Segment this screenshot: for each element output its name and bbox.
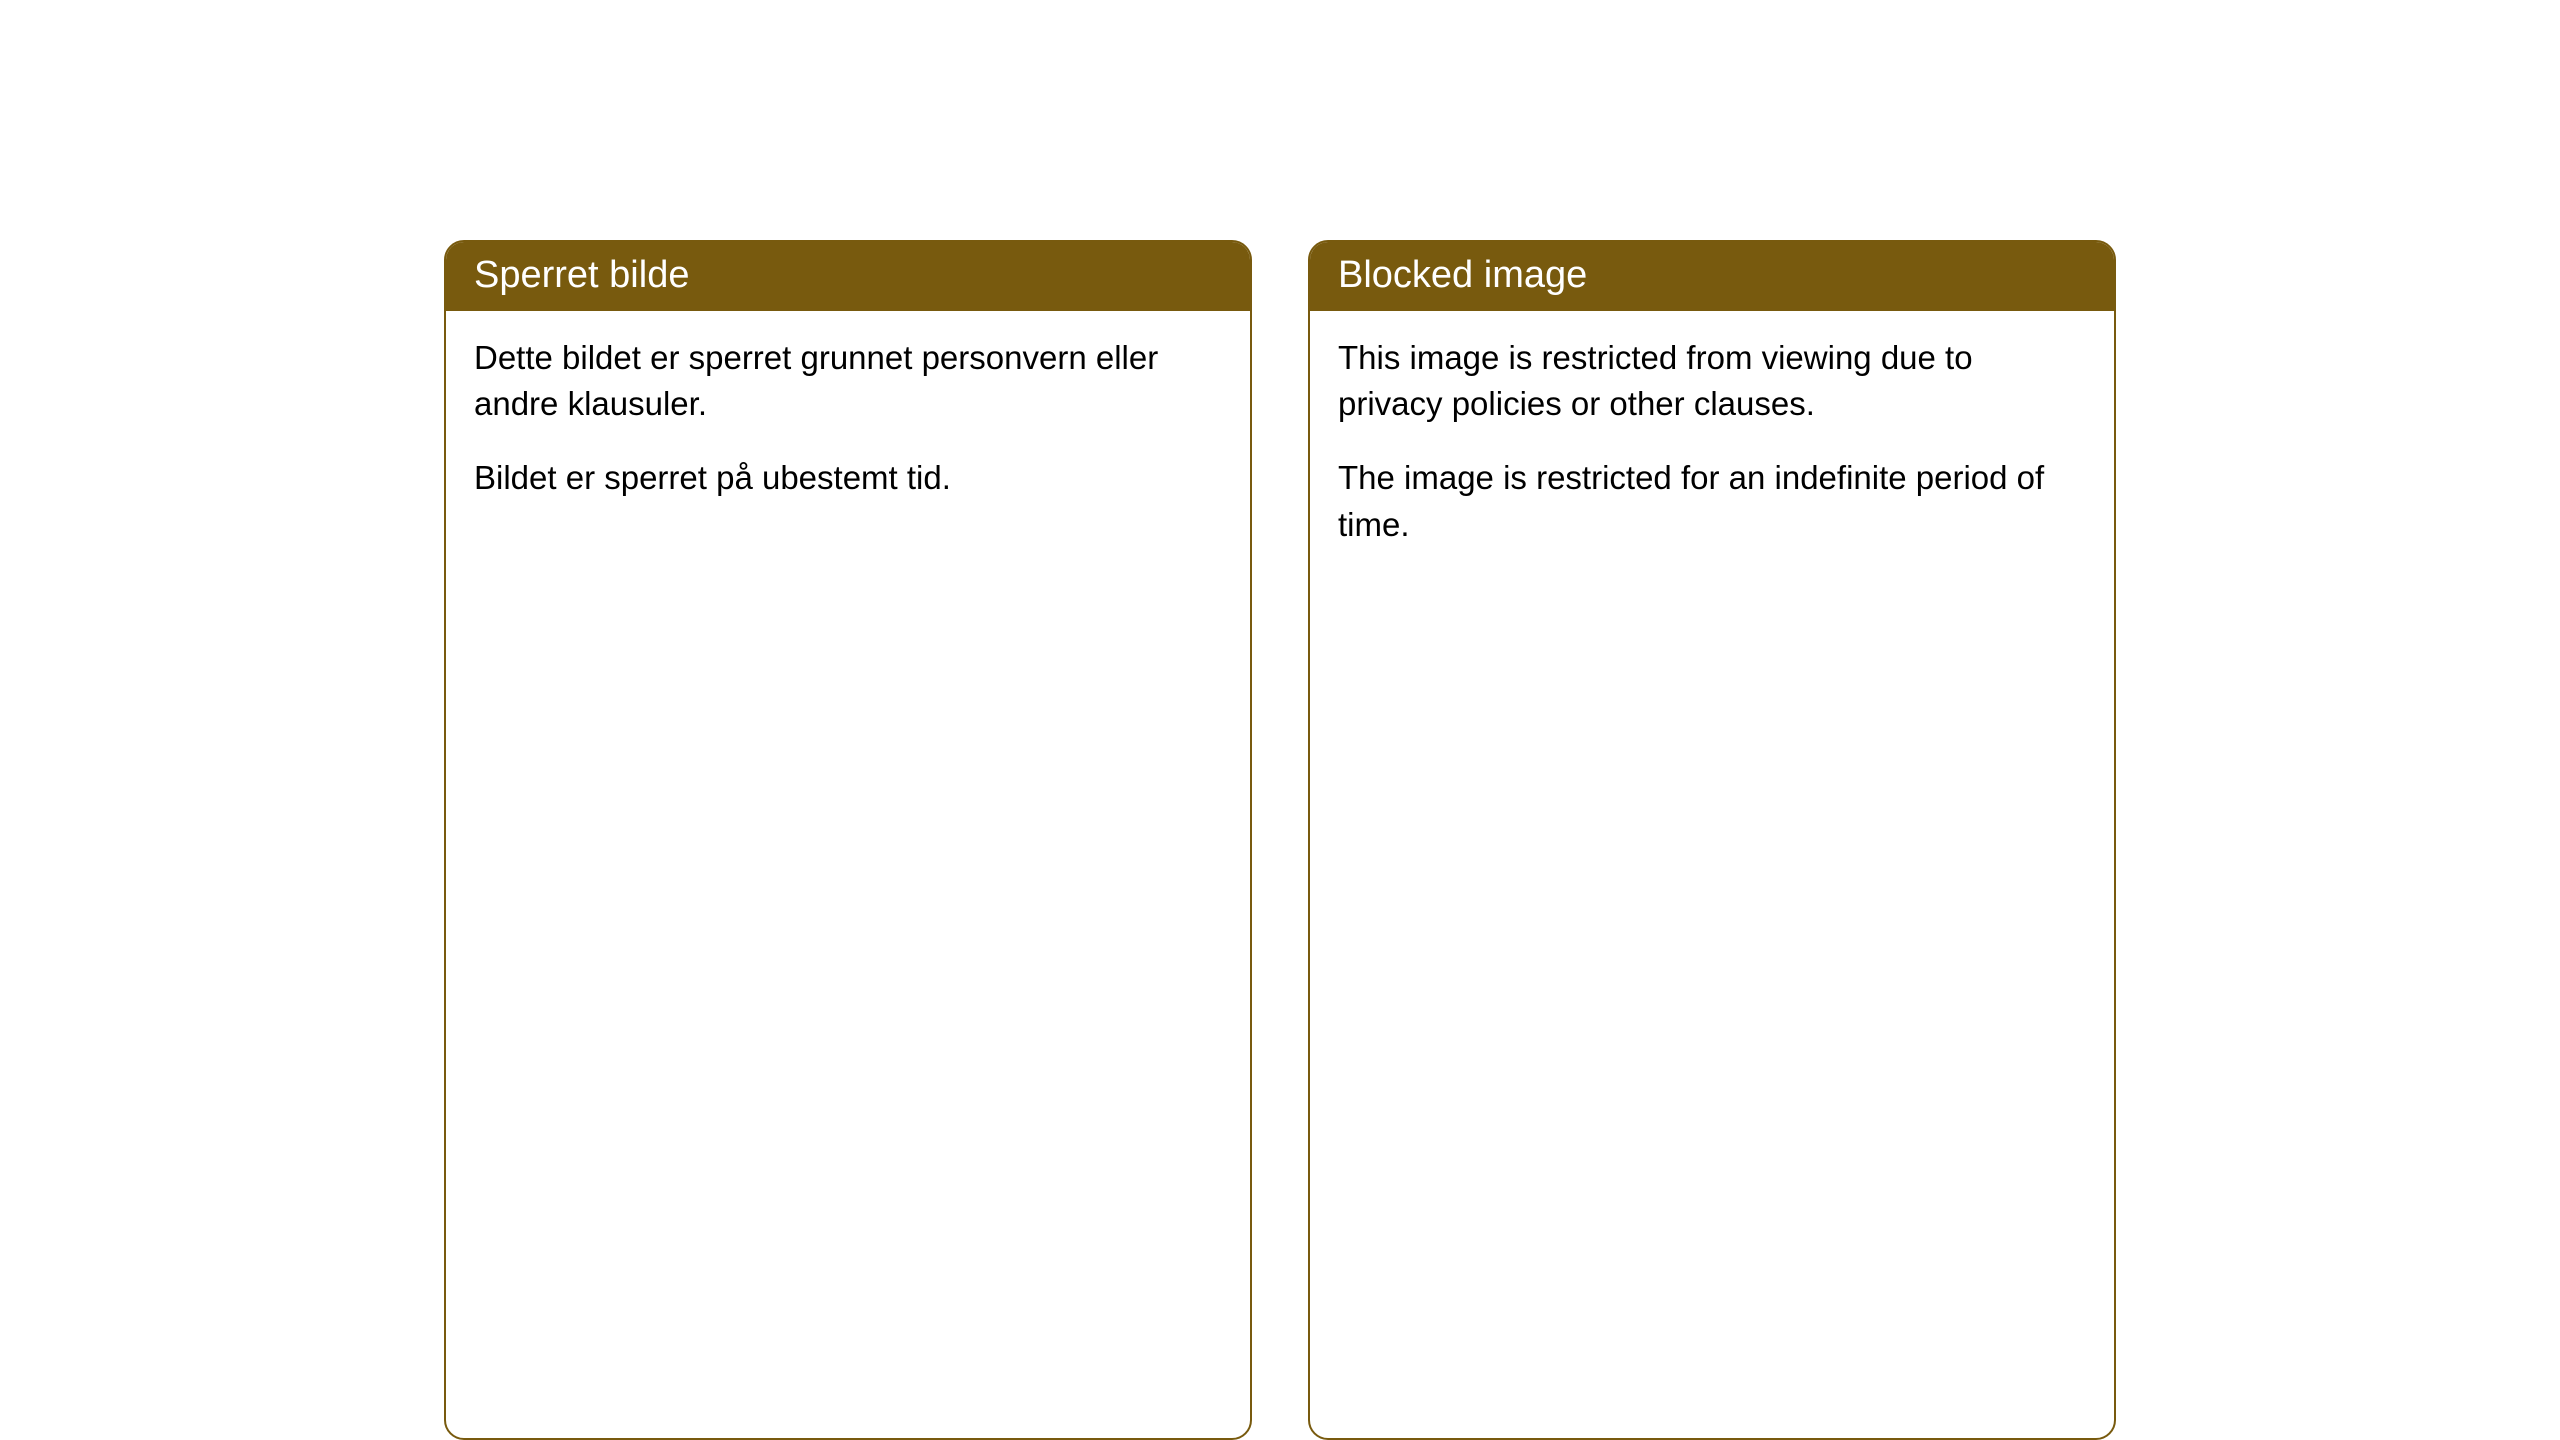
card-paragraph: This image is restricted from viewing du… [1338, 335, 2086, 427]
card-body-norwegian: Dette bildet er sperret grunnet personve… [446, 311, 1250, 538]
card-title: Blocked image [1338, 254, 1587, 296]
card-header-english: Blocked image [1310, 242, 2114, 311]
card-paragraph: Dette bildet er sperret grunnet personve… [474, 335, 1222, 427]
card-english: Blocked image This image is restricted f… [1308, 240, 2116, 1440]
card-title: Sperret bilde [474, 254, 689, 296]
card-paragraph: The image is restricted for an indefinit… [1338, 455, 2086, 547]
card-paragraph: Bildet er sperret på ubestemt tid. [474, 455, 1222, 501]
card-header-norwegian: Sperret bilde [446, 242, 1250, 311]
cards-container: Sperret bilde Dette bildet er sperret gr… [444, 240, 2116, 1440]
card-body-english: This image is restricted from viewing du… [1310, 311, 2114, 584]
card-norwegian: Sperret bilde Dette bildet er sperret gr… [444, 240, 1252, 1440]
